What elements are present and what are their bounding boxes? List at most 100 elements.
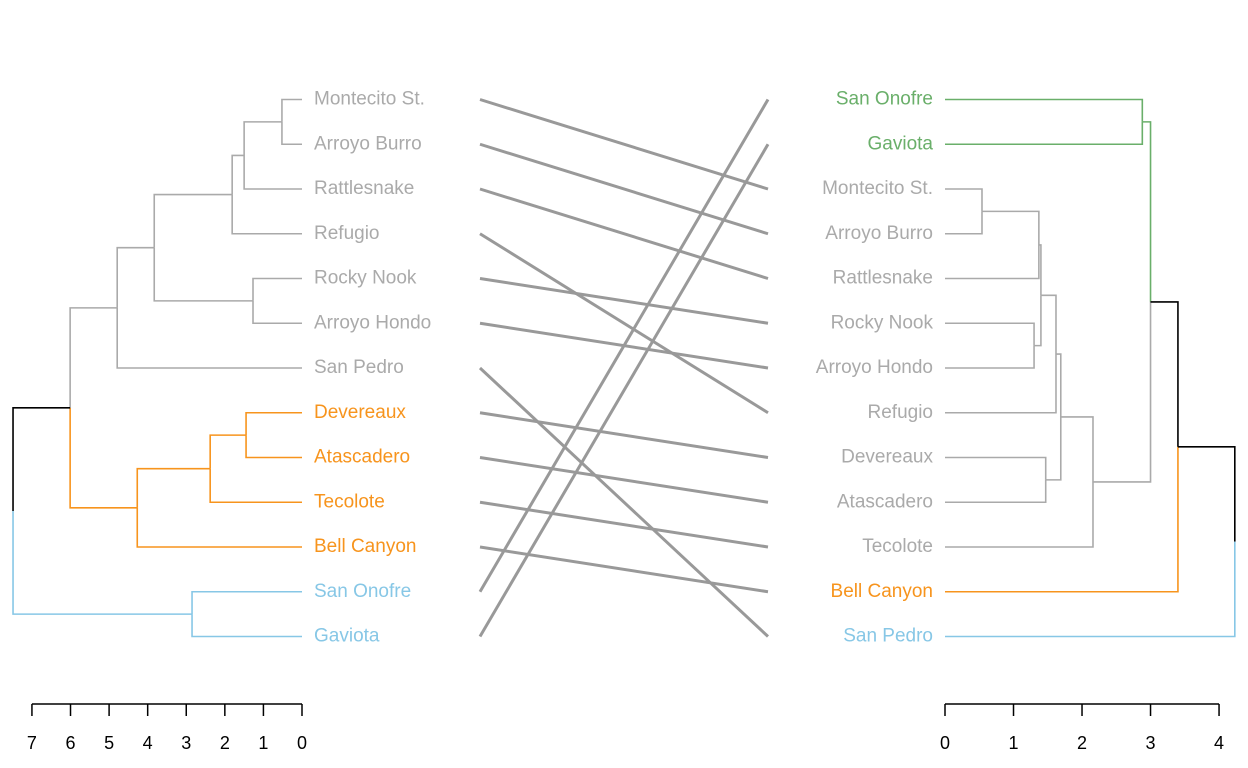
branch: [153, 193, 233, 248]
leaf-label: Rocky Nook: [831, 312, 934, 333]
tick-label: 7: [27, 733, 37, 753]
leaf-label: Atascadero: [314, 447, 410, 468]
branch: [945, 188, 983, 212]
branch: [945, 244, 1040, 280]
leaf-label: Montecito St.: [822, 178, 933, 199]
branch: [1060, 416, 1094, 482]
branch: [945, 446, 1179, 593]
leaf-label: Refugio: [868, 402, 934, 423]
branch: [209, 468, 302, 504]
branch: [1045, 416, 1062, 481]
branch: [945, 121, 1144, 146]
branch: [191, 590, 302, 615]
branch: [12, 510, 193, 615]
branch: [281, 98, 302, 122]
connector: [479, 142, 769, 236]
tick-label: 1: [258, 733, 268, 753]
branch: [945, 322, 1035, 346]
connector: [479, 411, 769, 459]
branch: [981, 210, 1040, 245]
tick-label: 6: [66, 733, 76, 753]
branch: [1038, 244, 1042, 296]
branch: [116, 307, 302, 369]
tick-label: 3: [1146, 733, 1156, 753]
tick-label: 5: [104, 733, 114, 753]
leaf-label: Gaviota: [868, 133, 934, 154]
branch: [945, 481, 1094, 548]
branch: [1055, 353, 1062, 417]
leaf-label: Tecolote: [314, 491, 385, 512]
leaf-label: Devereaux: [841, 447, 933, 468]
leaf-label: San Onofre: [314, 581, 411, 602]
branch: [116, 246, 155, 308]
tick-label: 0: [297, 733, 307, 753]
connector: [478, 143, 770, 638]
leaf-label: San Pedro: [314, 357, 404, 378]
branch: [136, 467, 211, 508]
branch: [1150, 301, 1179, 447]
branch: [136, 507, 302, 548]
tick-label: 0: [940, 733, 950, 753]
connector: [478, 98, 770, 593]
connector: [479, 500, 769, 549]
branch: [252, 300, 302, 325]
branch: [231, 154, 245, 195]
branch: [153, 247, 254, 302]
branch: [245, 411, 302, 436]
branch: [231, 194, 302, 235]
branch: [69, 307, 118, 408]
branch: [1040, 294, 1057, 355]
branch: [945, 211, 983, 235]
branch: [1177, 446, 1236, 542]
branch: [945, 345, 1035, 369]
connector: [478, 366, 770, 638]
branch: [191, 614, 302, 638]
leaf-label: Bell Canyon: [831, 581, 933, 602]
leaf-label: Rattlesnake: [314, 178, 414, 199]
connector: [479, 456, 769, 504]
connector: [479, 232, 769, 415]
tick-label: 4: [143, 733, 153, 753]
branch: [1092, 301, 1152, 483]
leaf-label: Arroyo Hondo: [816, 357, 933, 378]
leaf-label: Rocky Nook: [314, 268, 417, 289]
leaf-label: Atascadero: [837, 491, 933, 512]
tick-label: 2: [1077, 733, 1087, 753]
branch: [945, 479, 1047, 504]
leaf-label: Refugio: [314, 223, 380, 244]
leaf-label: Devereaux: [314, 402, 406, 423]
connector: [479, 98, 769, 191]
leaf-label: Montecito St.: [314, 89, 425, 110]
connector: [479, 545, 769, 594]
branch: [945, 456, 1047, 480]
tick-label: 3: [181, 733, 191, 753]
leaf-label: Arroyo Burro: [825, 223, 933, 244]
branch: [1034, 295, 1042, 347]
tick-label: 1: [1009, 733, 1019, 753]
leaf-label: San Onofre: [836, 89, 933, 110]
leaf-label: Tecolote: [862, 536, 933, 557]
leaf-label: San Pedro: [843, 626, 933, 647]
branch: [243, 155, 302, 190]
branch: [245, 435, 302, 459]
leaf-label: Gaviota: [314, 626, 380, 647]
branch: [945, 541, 1236, 638]
leaf-label: Rattlesnake: [833, 268, 933, 289]
branch: [243, 121, 282, 156]
connector: [479, 187, 769, 280]
leaf-label: Arroyo Hondo: [314, 312, 431, 333]
branch: [12, 407, 71, 511]
branch: [945, 354, 1057, 414]
branch: [1142, 121, 1152, 302]
branch: [252, 277, 302, 301]
tick-label: 4: [1214, 733, 1224, 753]
tick-label: 2: [220, 733, 230, 753]
connector: [479, 277, 769, 325]
branch: [281, 121, 302, 146]
leaf-label: Bell Canyon: [314, 536, 416, 557]
leaf-label: Arroyo Burro: [314, 133, 422, 154]
branch: [69, 407, 138, 509]
branch: [945, 98, 1144, 122]
